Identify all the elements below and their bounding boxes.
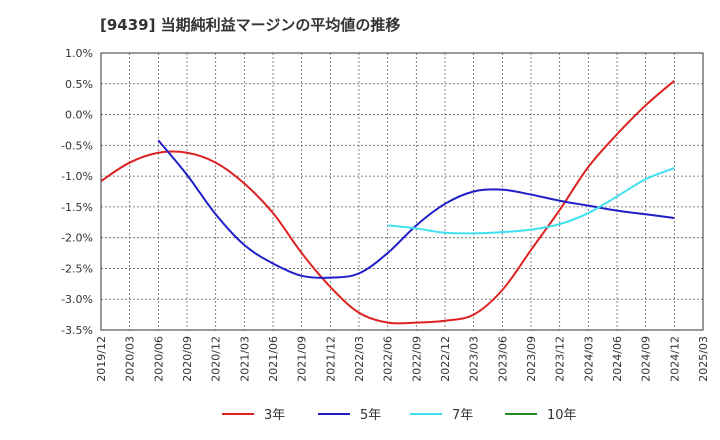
x-tick-label: 2020/09 (181, 336, 194, 382)
y-tick-label: 0.0% (65, 109, 93, 122)
series-line-1 (157, 139, 675, 279)
x-tick-label: 2020/06 (152, 336, 165, 382)
y-tick-label: 0.5% (65, 78, 93, 91)
x-tick-label: 2022/06 (382, 336, 395, 382)
x-tick-label: 2024/06 (611, 336, 624, 382)
x-tick-label: 2022/03 (353, 336, 366, 382)
series-line-0 (100, 79, 675, 325)
x-tick-label: 2024/12 (668, 336, 681, 382)
y-tick-label: -3.5% (61, 324, 93, 337)
x-tick-label: 2019/12 (95, 336, 108, 382)
y-tick-label: -2.5% (61, 262, 93, 275)
y-tick-label: -3.0% (61, 293, 93, 306)
x-tick-label: 2020/12 (210, 336, 223, 382)
legend-label-2: 7年 (452, 408, 473, 423)
x-tick-label: 2023/03 (468, 336, 481, 382)
x-axis-ticks: 2019/12 2020/03 2020/06 2020/09 2020/12 2021/… (95, 336, 710, 382)
y-tick-label: -0.5% (61, 139, 93, 152)
x-tick-label: 2024/03 (582, 336, 595, 382)
y-tick-label: -2.0% (61, 232, 93, 245)
y-tick-label: -1.5% (61, 201, 93, 214)
series-line-2 (387, 167, 675, 235)
grid (100, 52, 704, 331)
plot-frame (100, 52, 704, 331)
legend: 3年 5年 7年 10年 (222, 408, 577, 423)
x-tick-label: 2020/03 (124, 336, 137, 382)
x-tick-label: 2023/09 (525, 336, 538, 382)
x-tick-label: 2023/06 (496, 336, 509, 382)
x-tick-label: 2024/09 (640, 336, 653, 382)
x-tick-label: 2021/12 (324, 336, 337, 382)
chart-title: [9439] 当期純利益マージンの平均値の推移 (100, 16, 401, 34)
x-tick-label: 2021/03 (238, 336, 251, 382)
x-tick-label: 2022/12 (439, 336, 452, 382)
series-lines (100, 79, 675, 325)
y-axis-ticks: 1.0% 0.5% 0.0% -0.5% -1.0% -1.5% -2.0% -2.5% -3.… (61, 47, 93, 337)
x-tick-label: 2022/09 (410, 336, 423, 382)
x-tick-label: 2025/03 (697, 336, 710, 382)
x-tick-label: 2023/12 (554, 336, 567, 382)
y-tick-label: 1.0% (65, 47, 93, 60)
legend-label-3: 10年 (547, 408, 577, 423)
x-tick-label: 2021/06 (267, 336, 280, 382)
x-tick-label: 2021/09 (296, 336, 309, 382)
legend-label-1: 5年 (360, 408, 381, 423)
y-tick-label: -1.0% (61, 170, 93, 183)
legend-label-0: 3年 (264, 408, 285, 423)
